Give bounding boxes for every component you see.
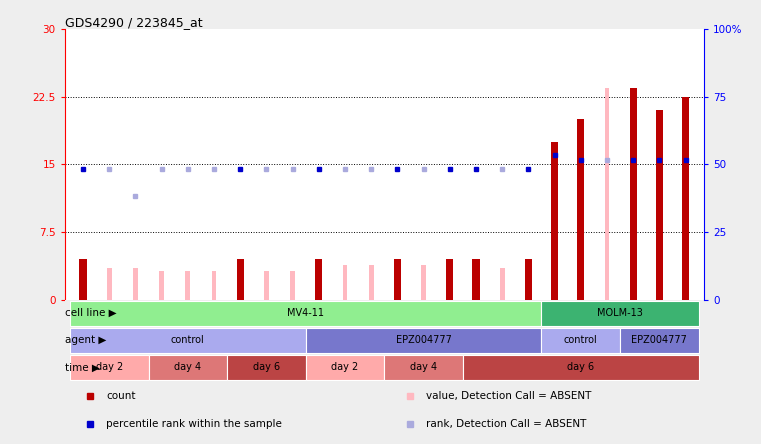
Text: day 6: day 6: [567, 362, 594, 373]
Bar: [70, 355, 148, 380]
Text: percentile rank within the sample: percentile rank within the sample: [107, 419, 282, 428]
Text: day 2: day 2: [331, 362, 358, 373]
Bar: [542, 301, 699, 325]
Text: EPZ004777: EPZ004777: [632, 335, 687, 345]
Bar: [473, 259, 479, 300]
Bar: [629, 87, 637, 300]
Text: count: count: [107, 391, 135, 401]
Text: MOLM-13: MOLM-13: [597, 308, 643, 318]
Bar: [79, 259, 87, 300]
Bar: [186, 271, 190, 300]
Text: agent ▶: agent ▶: [65, 335, 107, 345]
Text: day 2: day 2: [96, 362, 123, 373]
Bar: [133, 268, 138, 300]
Bar: [212, 271, 216, 300]
Bar: [342, 266, 347, 300]
Bar: [306, 355, 384, 380]
Text: time ▶: time ▶: [65, 362, 100, 373]
Text: EPZ004777: EPZ004777: [396, 335, 451, 345]
Bar: [542, 328, 620, 353]
Text: cell line ▶: cell line ▶: [65, 308, 116, 318]
Bar: [525, 259, 532, 300]
Bar: [551, 142, 559, 300]
Bar: [422, 266, 426, 300]
Bar: [148, 355, 227, 380]
Bar: [463, 355, 699, 380]
Text: value, Detection Call = ABSENT: value, Detection Call = ABSENT: [426, 391, 591, 401]
Bar: [227, 355, 306, 380]
Text: day 4: day 4: [410, 362, 437, 373]
Bar: [577, 119, 584, 300]
Bar: [656, 110, 663, 300]
Bar: [605, 87, 610, 300]
Bar: [620, 328, 699, 353]
Bar: [70, 328, 306, 353]
Bar: [369, 266, 374, 300]
Bar: [290, 271, 295, 300]
Text: rank, Detection Call = ABSENT: rank, Detection Call = ABSENT: [426, 419, 586, 428]
Bar: [315, 259, 323, 300]
Bar: [306, 328, 542, 353]
Bar: [682, 96, 689, 300]
Bar: [384, 355, 463, 380]
Text: day 6: day 6: [253, 362, 280, 373]
Bar: [264, 271, 269, 300]
Bar: [159, 271, 164, 300]
Text: GDS4290 / 223845_at: GDS4290 / 223845_at: [65, 16, 202, 29]
Bar: [393, 259, 401, 300]
Bar: [107, 268, 112, 300]
Bar: [70, 301, 542, 325]
Bar: [237, 259, 244, 300]
Text: control: control: [171, 335, 205, 345]
Text: day 4: day 4: [174, 362, 202, 373]
Text: MV4-11: MV4-11: [287, 308, 324, 318]
Bar: [500, 268, 505, 300]
Bar: [446, 259, 454, 300]
Text: control: control: [564, 335, 597, 345]
